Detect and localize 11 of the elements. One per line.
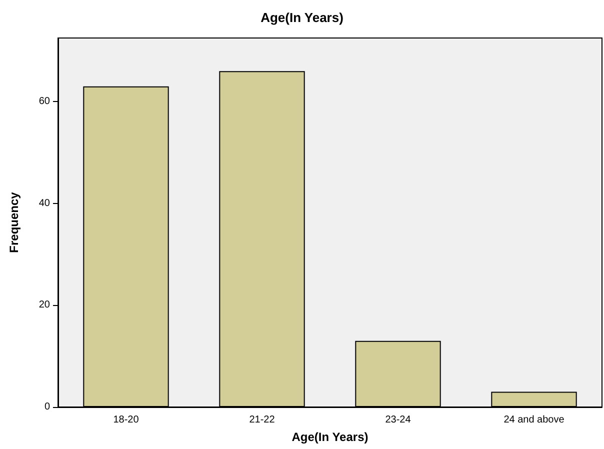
y-axis-title: Frequency [7, 192, 21, 253]
x-tick-label: 24 and above [504, 414, 565, 426]
y-tick-label: 60 [38, 96, 50, 108]
chart-title: Age(In Years) [260, 10, 344, 25]
y-tick-label: 40 [38, 198, 50, 209]
x-tick-label: 21-22 [249, 414, 276, 426]
y-tick-label: 0 [44, 402, 50, 412]
y-tick-label: 20 [38, 300, 50, 311]
x-axis-title: Age(In Years) [292, 430, 368, 444]
x-tick-label: 23-24 [385, 414, 412, 426]
x-tick-label: 18-20 [113, 414, 140, 426]
